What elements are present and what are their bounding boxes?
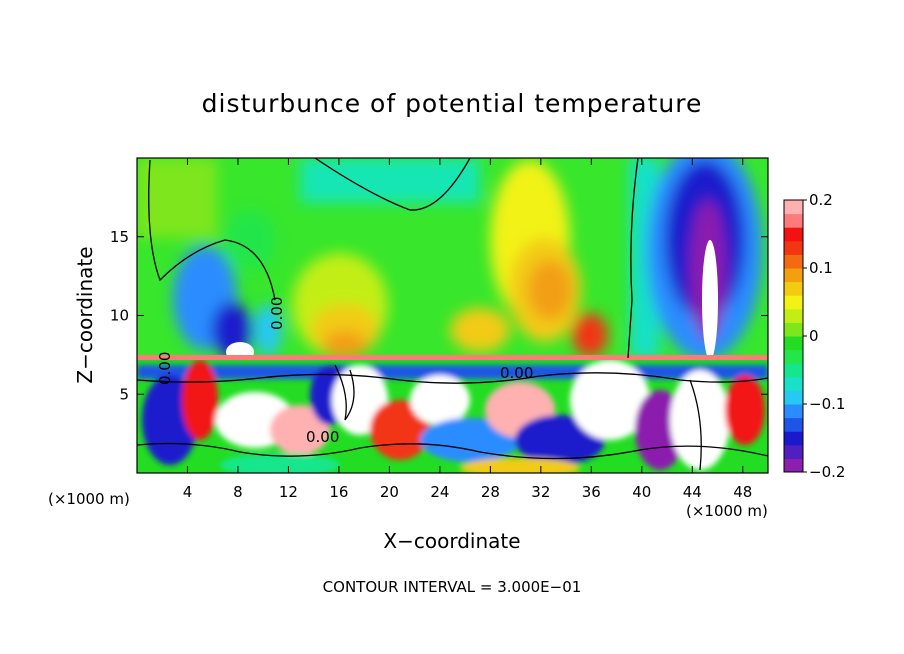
chart-title: disturbunce of potential temperature bbox=[202, 89, 703, 118]
x-tick-label: 20 bbox=[380, 483, 399, 501]
x-tick-label: 48 bbox=[733, 483, 752, 501]
x-tick-label: 36 bbox=[582, 483, 601, 501]
y-tick-label: 5 bbox=[119, 385, 129, 403]
plot-area: 0.00 0.00 0.00 0.00 bbox=[137, 158, 768, 473]
colorbar-tick-label: 0.1 bbox=[809, 259, 833, 277]
colorbar-swatch bbox=[784, 390, 803, 405]
y-axis-label: Z−coordinate bbox=[73, 246, 97, 383]
colorbar-swatch bbox=[784, 213, 803, 228]
contour-label: 0.00 bbox=[268, 297, 286, 330]
colorbar-swatch bbox=[784, 376, 803, 391]
x-tick-label: 28 bbox=[481, 483, 500, 501]
colorbar-tick-label: 0 bbox=[809, 327, 819, 345]
colorbar-swatch bbox=[784, 281, 803, 296]
colorbar-swatch bbox=[784, 295, 803, 310]
colorbar-swatch bbox=[784, 240, 803, 255]
x-tick-label: 16 bbox=[329, 483, 348, 501]
x-axis-label: X−coordinate bbox=[383, 529, 520, 553]
colorbar-swatch bbox=[784, 349, 803, 364]
lower-field bbox=[137, 355, 768, 473]
colorbar-swatch bbox=[784, 227, 803, 242]
x-tick-label: 4 bbox=[183, 483, 193, 501]
contour-labels: 0.00 0.00 0.00 0.00 bbox=[156, 297, 533, 446]
colorbar bbox=[783, 199, 804, 473]
colorbar-swatch bbox=[784, 308, 803, 323]
x-tick-label: 32 bbox=[531, 483, 550, 501]
colorbar-ticks: 0.2 0.1 0 −0.1 −0.2 bbox=[803, 191, 845, 481]
colorbar-swatch bbox=[784, 322, 803, 337]
colorbar-swatch bbox=[784, 404, 803, 419]
x-tick-label: 44 bbox=[683, 483, 702, 501]
colorbar-swatch bbox=[784, 363, 803, 378]
contour-interval-note: CONTOUR INTERVAL = 3.000E−01 bbox=[323, 578, 582, 596]
colorbar-swatch bbox=[784, 254, 803, 269]
upper-field bbox=[137, 158, 763, 360]
contour-label: 0.00 bbox=[156, 352, 174, 385]
y-axis: 5 10 15 bbox=[110, 228, 768, 403]
colorbar-swatch bbox=[784, 200, 803, 215]
colorbar-swatch bbox=[784, 444, 803, 459]
x-tick-label: 12 bbox=[279, 483, 298, 501]
contour-label: 0.00 bbox=[306, 428, 339, 446]
colorbar-swatch bbox=[784, 458, 803, 473]
colorbar-swatch bbox=[784, 417, 803, 432]
colorbar-tick-label: 0.2 bbox=[809, 191, 833, 209]
colorbar-tick-label: −0.1 bbox=[809, 395, 845, 413]
contour-lines bbox=[137, 158, 768, 471]
colorbar-swatch bbox=[784, 336, 803, 351]
y-tick-label: 10 bbox=[110, 307, 129, 325]
colorbar-swatch bbox=[784, 268, 803, 283]
contour-label: 0.00 bbox=[500, 364, 533, 382]
x-axis: 4 8 12 16 20 24 28 32 36 40 44 48 bbox=[183, 158, 752, 501]
x-tick-label: 40 bbox=[632, 483, 651, 501]
colorbar-swatch bbox=[784, 431, 803, 446]
x-unit-left: (×1000 m) bbox=[48, 490, 130, 508]
x-tick-label: 8 bbox=[233, 483, 243, 501]
x-tick-label: 24 bbox=[430, 483, 449, 501]
colorbar-tick-label: −0.2 bbox=[809, 463, 845, 481]
x-unit-right: (×1000 m) bbox=[686, 502, 768, 520]
y-tick-label: 15 bbox=[110, 228, 129, 246]
